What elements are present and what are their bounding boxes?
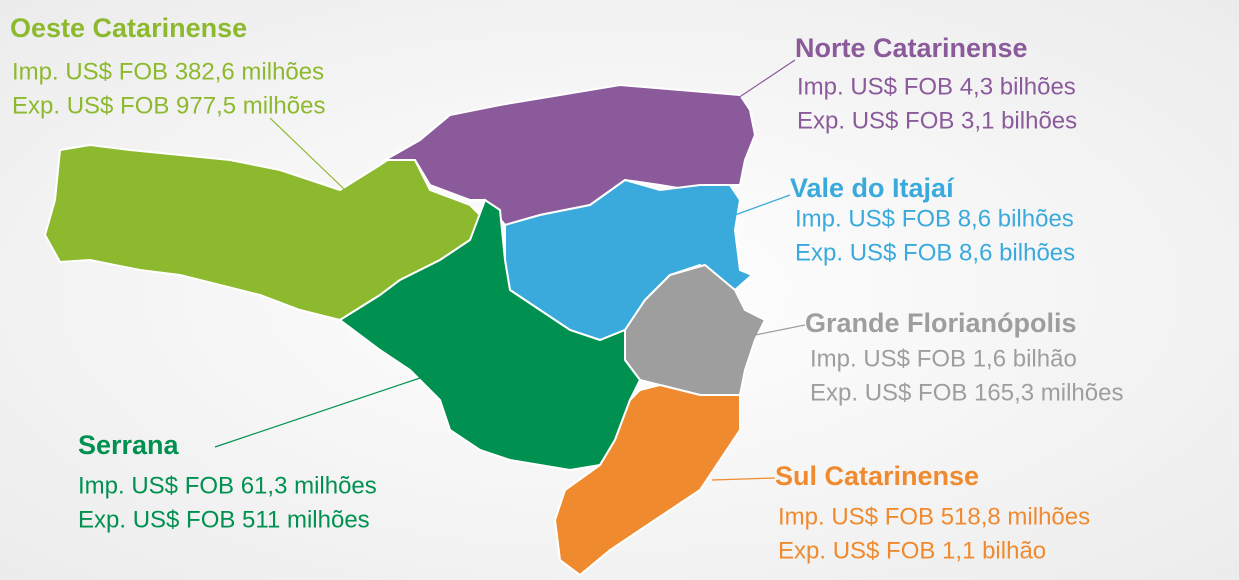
leader-line [734,59,796,101]
import-value: Imp. US$ FOB 382,6 milhões [12,58,324,85]
export-value: Exp. US$ FOB 511 milhões [78,506,370,533]
labels: Oeste Catarinense Imp. US$ FOB 382,6 milh… [10,13,1123,564]
region-sul [553,383,741,577]
region-serrana [338,198,642,472]
leader-line [214,377,421,448]
region-name: Grande Florianópolis [805,308,1077,338]
leader-line [734,194,791,216]
leader-line [269,117,346,191]
region-name: Vale do Itajaí [790,173,955,203]
import-value: Imp. US$ FOB 518,8 milhões [778,503,1090,530]
export-value: Exp. US$ FOB 3,1 bilhões [797,107,1077,134]
region-name: Oeste Catarinense [10,13,247,43]
region-name: Sul Catarinense [775,461,979,491]
region-name: Norte Catarinense [795,33,1028,63]
import-value: Imp. US$ FOB 61,3 milhões [78,472,377,499]
export-value: Exp. US$ FOB 8,6 bilhões [795,239,1075,266]
import-value: Imp. US$ FOB 4,3 bilhões [797,73,1076,100]
regions [43,83,767,577]
import-value: Imp. US$ FOB 1,6 bilhão [810,345,1077,372]
region-name: Serrana [78,430,180,460]
export-value: Exp. US$ FOB 165,3 milhões [810,379,1123,406]
leader-line [754,324,806,336]
export-value: Exp. US$ FOB 1,1 bilhão [778,537,1046,564]
region-florianopolis [624,263,767,396]
import-value: Imp. US$ FOB 8,6 bilhões [795,205,1074,232]
export-value: Exp. US$ FOB 977,5 milhões [12,92,325,119]
leader-line [711,477,776,481]
